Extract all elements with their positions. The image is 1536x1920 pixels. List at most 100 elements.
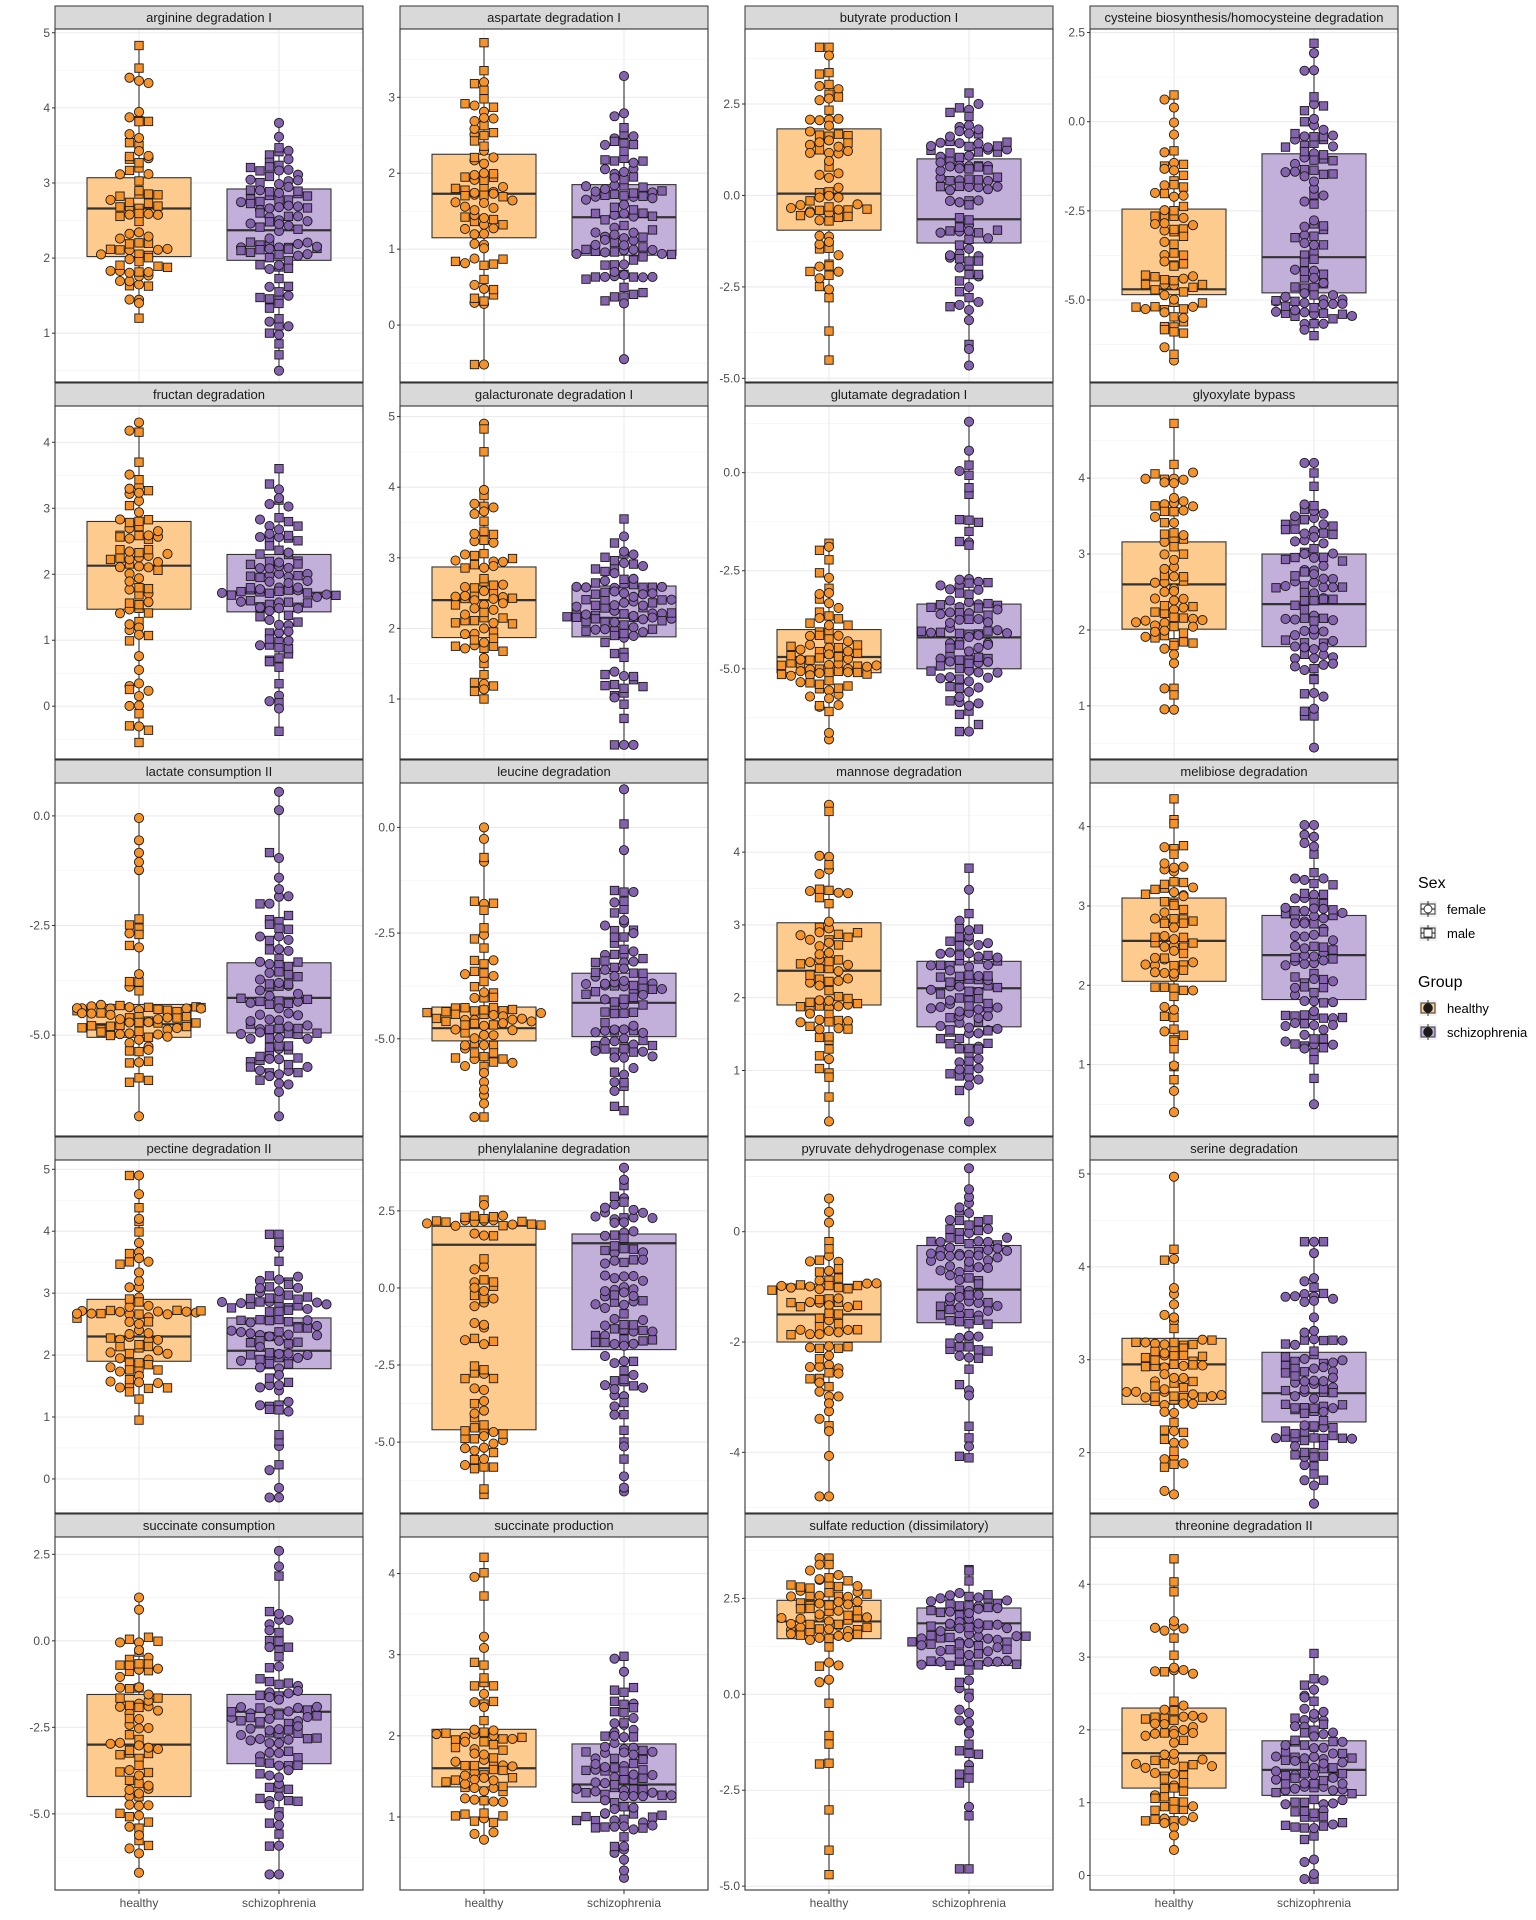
data-point-male bbox=[935, 960, 946, 970]
data-point-male bbox=[441, 1007, 451, 1017]
data-point-male bbox=[964, 1453, 974, 1463]
data-point-male bbox=[115, 1767, 125, 1777]
data-point-female bbox=[609, 1401, 620, 1412]
points-healthy bbox=[105, 417, 173, 748]
data-point-male bbox=[264, 1373, 275, 1383]
data-point-female bbox=[264, 696, 275, 707]
data-point-female bbox=[795, 1324, 806, 1335]
data-point-female bbox=[823, 1217, 835, 1228]
data-point-female bbox=[283, 945, 294, 956]
data-point-male bbox=[264, 1841, 275, 1851]
data-point-male bbox=[488, 992, 499, 1003]
data-point-male bbox=[964, 1064, 974, 1075]
data-point-female bbox=[235, 1702, 247, 1713]
data-point-male bbox=[954, 683, 965, 693]
data-point-male bbox=[450, 641, 461, 651]
data-point-male bbox=[638, 1336, 648, 1346]
data-point-female bbox=[814, 1574, 825, 1585]
data-point-female bbox=[105, 1376, 116, 1387]
data-point-male bbox=[1318, 1288, 1329, 1299]
data-point-female bbox=[1168, 704, 1180, 715]
facet-title: pyruvate dehydrogenase complex bbox=[801, 1141, 997, 1156]
data-point-female bbox=[1318, 1758, 1329, 1769]
data-point-male bbox=[619, 1802, 629, 1812]
data-point-male bbox=[619, 1197, 629, 1207]
data-point-female bbox=[1178, 1700, 1189, 1711]
data-point-male bbox=[479, 85, 489, 95]
data-point-female bbox=[1308, 1869, 1320, 1880]
data-point-female bbox=[264, 1747, 275, 1758]
data-point-male bbox=[609, 136, 620, 147]
data-point-female bbox=[133, 1848, 145, 1859]
data-point-female bbox=[171, 1023, 183, 1034]
data-point-male bbox=[843, 620, 853, 630]
points-healthy bbox=[95, 40, 173, 323]
data-point-male bbox=[283, 1678, 294, 1688]
data-point-male bbox=[619, 123, 629, 133]
data-point-female bbox=[273, 131, 285, 142]
data-point-male bbox=[153, 1365, 163, 1375]
data-point-male bbox=[124, 1374, 135, 1385]
data-point-female bbox=[804, 1008, 816, 1019]
data-point-female bbox=[1299, 324, 1310, 335]
data-point-male bbox=[609, 1101, 620, 1111]
data-point-male bbox=[143, 583, 154, 594]
data-point-male bbox=[143, 515, 154, 525]
data-point-female bbox=[114, 1682, 126, 1693]
data-point-female bbox=[861, 1278, 873, 1289]
data-point-male bbox=[264, 541, 275, 551]
points-schizophrenia bbox=[1270, 38, 1358, 341]
data-point-male bbox=[964, 526, 974, 537]
data-point-female bbox=[469, 1828, 480, 1839]
data-point-female bbox=[1308, 1273, 1320, 1284]
data-point-female bbox=[273, 1608, 285, 1619]
data-point-male bbox=[1169, 1036, 1179, 1046]
data-point-male bbox=[1309, 92, 1319, 102]
data-point-male bbox=[124, 1745, 135, 1755]
data-point-female bbox=[283, 145, 294, 156]
data-point-male bbox=[628, 992, 639, 1002]
data-point-male bbox=[619, 887, 629, 897]
data-point-male bbox=[1002, 137, 1012, 147]
data-point-female bbox=[944, 672, 956, 683]
data-point-male bbox=[1309, 1674, 1319, 1684]
data-point-female bbox=[944, 185, 956, 196]
data-point-female bbox=[1308, 272, 1320, 283]
data-point-male bbox=[1318, 240, 1329, 250]
data-point-male bbox=[274, 662, 284, 672]
data-point-male bbox=[954, 222, 965, 232]
y-tick-label: 0 bbox=[1078, 1868, 1085, 1882]
data-point-female bbox=[1308, 831, 1320, 842]
data-point-female bbox=[618, 1287, 630, 1298]
data-point-female bbox=[833, 1596, 844, 1607]
data-point-male bbox=[488, 681, 499, 691]
data-point-male bbox=[609, 1376, 620, 1386]
data-point-female bbox=[618, 975, 630, 987]
data-point-male bbox=[1178, 613, 1189, 623]
data-point-male bbox=[954, 1778, 965, 1788]
data-point-female bbox=[133, 75, 145, 86]
data-point-male bbox=[1169, 1024, 1179, 1034]
data-point-female bbox=[814, 589, 825, 600]
data-point-female bbox=[459, 581, 471, 593]
data-point-female bbox=[1149, 967, 1161, 978]
data-point-female bbox=[478, 1701, 490, 1713]
data-point-male bbox=[124, 920, 135, 930]
data-point-female bbox=[1308, 532, 1320, 543]
data-point-male bbox=[954, 1085, 965, 1096]
data-point-male bbox=[479, 1591, 489, 1601]
data-point-male bbox=[134, 1046, 144, 1057]
data-point-female bbox=[1187, 1398, 1199, 1409]
data-point-female bbox=[637, 1046, 649, 1057]
data-point-female bbox=[264, 563, 275, 574]
data-point-female bbox=[143, 1256, 154, 1267]
data-point-female bbox=[842, 1302, 854, 1313]
data-point-male bbox=[983, 577, 993, 588]
data-point-female bbox=[973, 951, 984, 962]
y-tick-label: 1 bbox=[43, 326, 50, 340]
data-point-female bbox=[628, 956, 639, 967]
data-point-female bbox=[143, 1800, 154, 1811]
data-point-female bbox=[488, 1438, 499, 1449]
data-point-female bbox=[273, 977, 285, 989]
